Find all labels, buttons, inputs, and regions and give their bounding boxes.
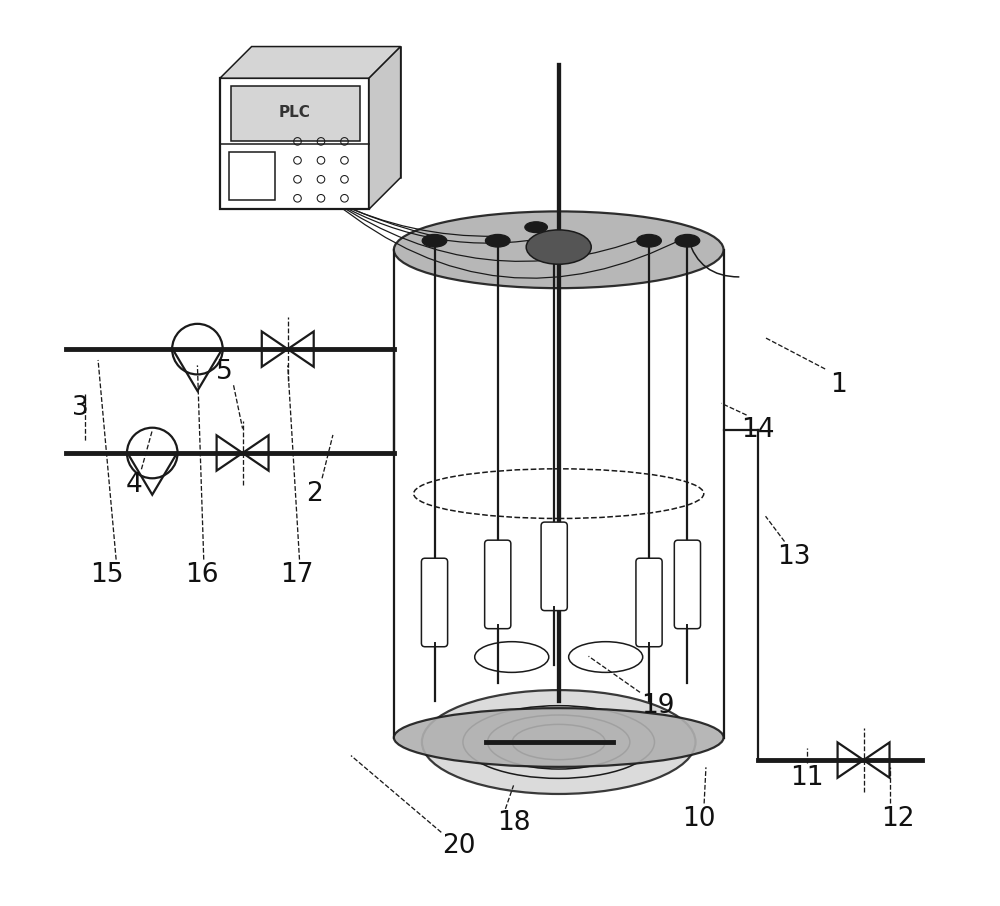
Text: 18: 18 (497, 810, 530, 836)
Ellipse shape (422, 235, 447, 247)
FancyBboxPatch shape (231, 86, 360, 141)
FancyBboxPatch shape (541, 522, 567, 611)
Ellipse shape (422, 690, 696, 794)
Ellipse shape (526, 230, 591, 265)
Text: PLC: PLC (279, 105, 310, 120)
Text: 17: 17 (280, 562, 314, 588)
Text: 10: 10 (682, 805, 715, 832)
Polygon shape (252, 46, 401, 178)
FancyBboxPatch shape (636, 558, 662, 647)
Ellipse shape (394, 708, 724, 766)
Ellipse shape (485, 235, 510, 247)
Ellipse shape (394, 211, 724, 288)
Text: 5: 5 (216, 359, 233, 385)
Ellipse shape (675, 235, 700, 247)
Ellipse shape (525, 222, 547, 233)
Text: 4: 4 (126, 472, 143, 497)
Text: 16: 16 (185, 562, 219, 588)
Text: 15: 15 (90, 562, 124, 588)
Text: 3: 3 (72, 395, 88, 421)
FancyBboxPatch shape (229, 151, 275, 200)
FancyBboxPatch shape (421, 558, 448, 647)
Text: 12: 12 (881, 805, 914, 832)
Polygon shape (220, 46, 401, 78)
Ellipse shape (637, 235, 661, 247)
Text: 19: 19 (641, 693, 675, 718)
Text: 14: 14 (741, 418, 774, 443)
FancyBboxPatch shape (220, 78, 369, 209)
Polygon shape (369, 46, 401, 209)
Ellipse shape (542, 235, 567, 247)
Text: 2: 2 (306, 481, 323, 506)
FancyBboxPatch shape (674, 540, 701, 629)
Text: 1: 1 (830, 372, 847, 399)
Text: 20: 20 (443, 833, 476, 859)
Text: 11: 11 (790, 766, 824, 791)
Text: 13: 13 (777, 544, 810, 570)
FancyBboxPatch shape (485, 540, 511, 629)
